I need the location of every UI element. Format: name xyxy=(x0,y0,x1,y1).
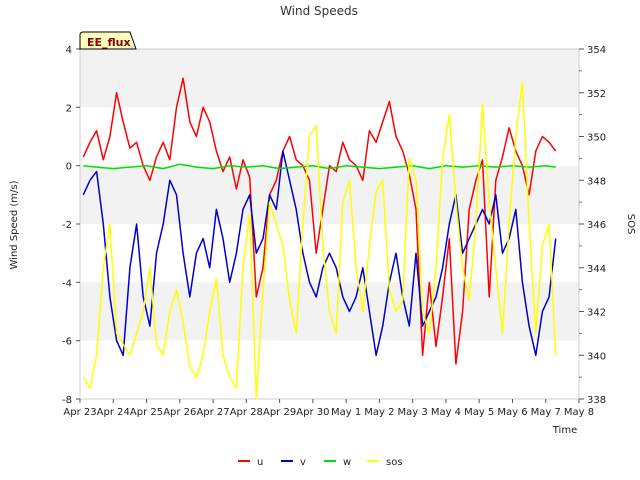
y-axis-label: Wind Speed (m/s) xyxy=(9,180,20,269)
legend: u v w sos xyxy=(238,457,403,468)
x-tick-label: May 2 xyxy=(364,407,394,418)
x-tick-label: Apr 28 xyxy=(230,407,263,418)
grid-band xyxy=(80,165,579,224)
legend-label-v: v xyxy=(300,457,306,468)
x-tick-label: Apr 27 xyxy=(196,407,229,418)
badge-shape xyxy=(79,31,137,50)
x-tick-label: Apr 23 xyxy=(63,407,96,418)
y-tick-label: -8 xyxy=(62,395,72,406)
x-tick-label: May 4 xyxy=(431,407,461,418)
y2-tick-label: 338 xyxy=(587,395,606,406)
x-tick-label: May 3 xyxy=(398,407,428,418)
x-tick-label: May 6 xyxy=(497,407,527,418)
y-axis-ticks: 4 2 0 -2 -4 -6 -8 xyxy=(62,45,80,406)
y2-tick-label: 354 xyxy=(587,45,606,56)
y2-tick-label: 350 xyxy=(587,133,606,144)
y2-tick-label: 340 xyxy=(587,351,606,362)
y-tick-label: -6 xyxy=(62,337,72,348)
y2-tick-label: 352 xyxy=(587,89,606,100)
x-tick-label: May 1 xyxy=(331,407,361,418)
legend-label-sos: sos xyxy=(386,457,403,468)
y-tick-label: -2 xyxy=(62,220,72,231)
y-tick-label: 2 xyxy=(66,103,72,114)
y2-tick-label: 346 xyxy=(587,220,606,231)
y2-axis-label: SOS xyxy=(625,214,636,235)
y2-axis-ticks: 354 352 350 348 346 344 342 340 338 xyxy=(579,45,606,406)
y-tick-label: 4 xyxy=(66,45,72,56)
y2-tick-label: 342 xyxy=(587,308,606,319)
grid-band xyxy=(80,49,579,108)
series-line-w xyxy=(83,163,556,170)
x-tick-label: Apr 25 xyxy=(130,407,163,418)
y2-tick-label: 344 xyxy=(587,264,606,275)
x-axis-label: Time xyxy=(552,425,577,436)
chart-title: Wind Speeds xyxy=(280,4,358,18)
x-tick-label: Apr 26 xyxy=(163,407,196,418)
series-layer xyxy=(82,77,557,400)
x-tick-label: May 7 xyxy=(531,407,561,418)
series-line-sos xyxy=(82,81,557,400)
y-tick-label: 0 xyxy=(66,162,72,173)
x-tick-label: Apr 24 xyxy=(97,407,130,418)
x-tick-label: May 8 xyxy=(564,407,594,418)
ee-flux-badge: EE_flux xyxy=(79,31,137,50)
y2-tick-label: 348 xyxy=(587,176,606,187)
series-line-v xyxy=(82,150,557,357)
legend-label-u: u xyxy=(257,457,263,468)
x-tick-label: Apr 29 xyxy=(263,407,296,418)
y-tick-label: -4 xyxy=(62,278,72,289)
x-tick-label: Apr 30 xyxy=(296,407,329,418)
x-axis-ticks: Apr 23 Apr 24 Apr 25 Apr 26 Apr 27 Apr 28 Apr … xyxy=(63,399,594,418)
badge-label: EE_flux xyxy=(87,36,131,49)
series-line-u xyxy=(82,77,557,365)
x-tick-label: May 5 xyxy=(464,407,494,418)
legend-label-w: w xyxy=(343,457,351,468)
